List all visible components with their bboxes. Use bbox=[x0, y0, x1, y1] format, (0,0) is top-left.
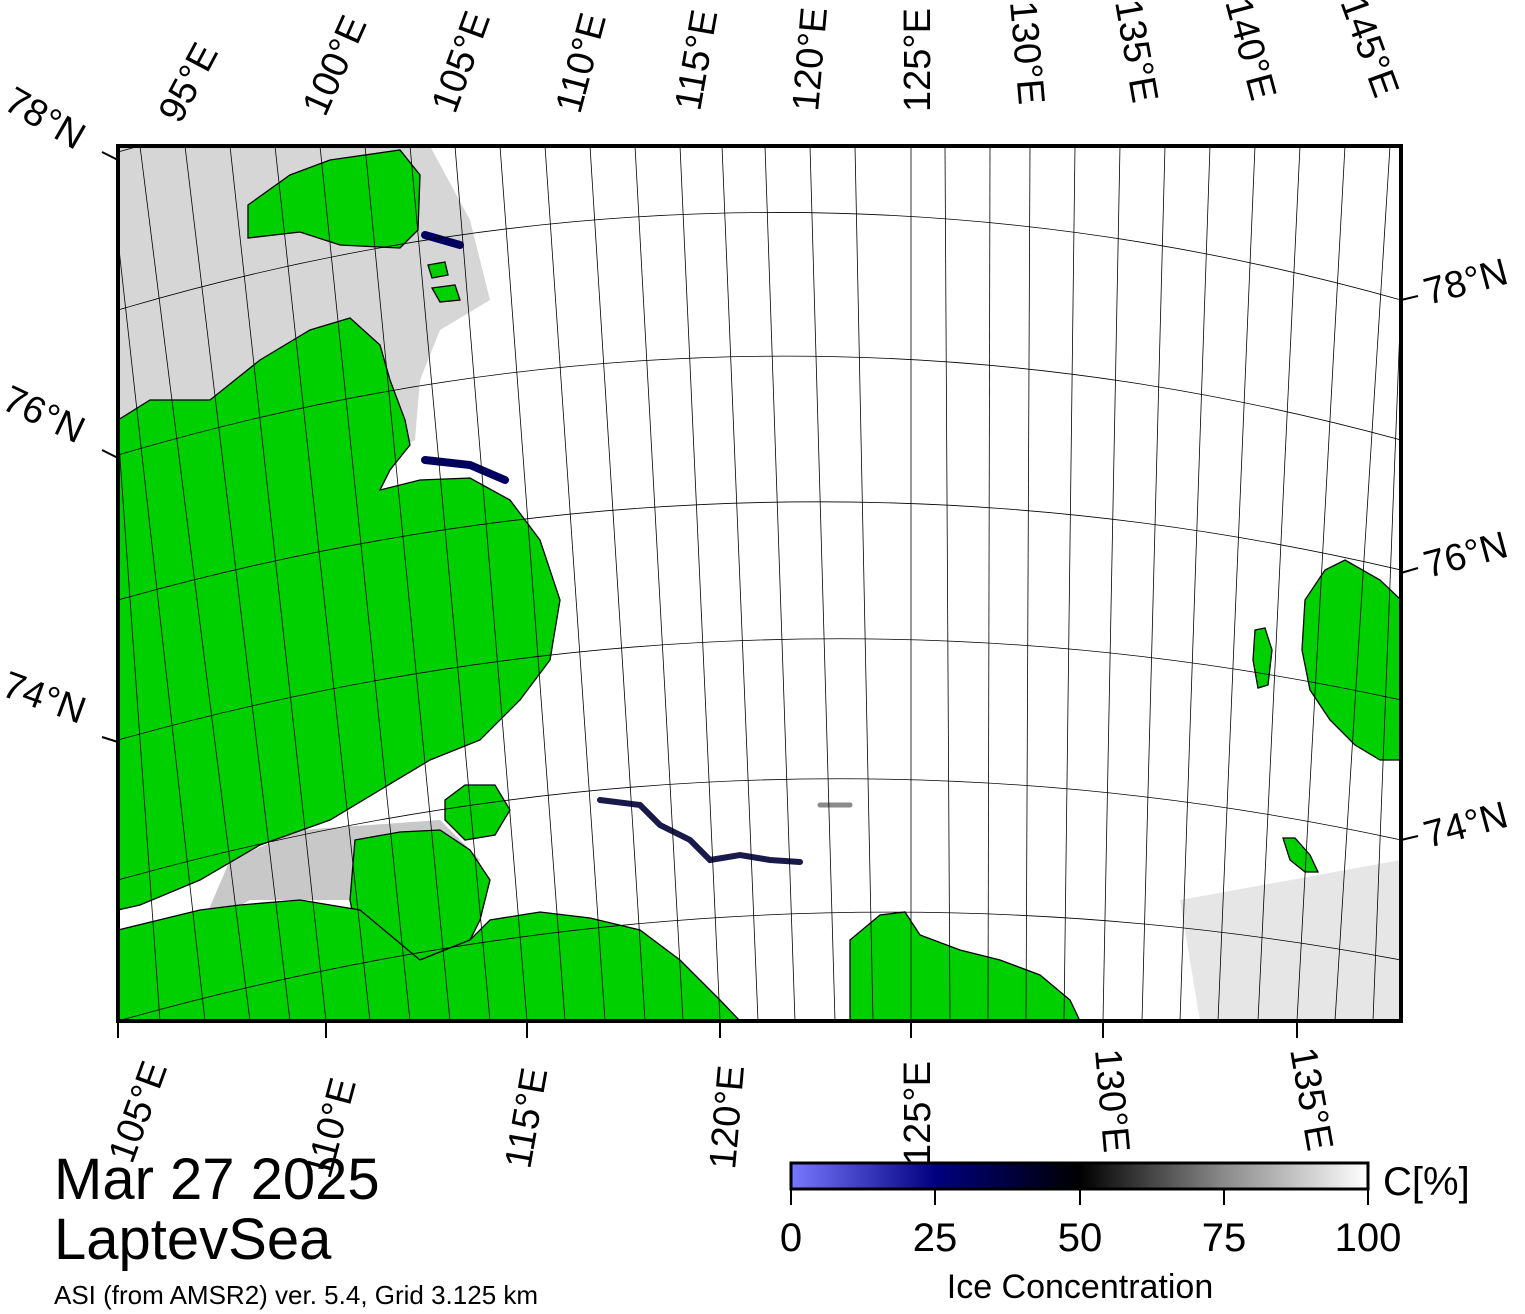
bottom-lon-label: 115°E bbox=[498, 1065, 557, 1172]
right-latitude-labels: 78°N 76°N 74°N bbox=[1419, 251, 1512, 857]
left-latitude-labels: 78°N 76°N 74°N bbox=[0, 79, 92, 732]
top-lon-label: 110°E bbox=[548, 9, 615, 118]
colorbar-tick: 50 bbox=[1058, 1216, 1103, 1260]
kotelny-island bbox=[1301, 559, 1401, 761]
bolshoy-begichev-island bbox=[444, 784, 511, 841]
stolbovoy-island bbox=[1282, 837, 1320, 873]
top-lon-label: 140°E bbox=[1216, 0, 1283, 105]
bottom-lon-label: 135°E bbox=[1281, 1044, 1340, 1154]
low-concentration-leads bbox=[421, 231, 853, 865]
bottom-lon-label: 130°E bbox=[1086, 1047, 1137, 1154]
left-lat-label: 76°N bbox=[0, 378, 91, 452]
right-lat-label: 76°N bbox=[1419, 524, 1512, 587]
land-masses bbox=[118, 149, 1401, 1021]
lena-delta bbox=[849, 911, 1081, 1021]
top-lon-label: 125°E bbox=[897, 8, 939, 112]
colorbar-tick: 25 bbox=[913, 1216, 958, 1260]
small-island-2 bbox=[430, 284, 461, 303]
colorbar-unit: C[%] bbox=[1383, 1160, 1470, 1204]
left-lat-label: 78°N bbox=[0, 79, 92, 158]
top-lon-label: 100°E bbox=[295, 10, 376, 122]
top-lon-label: 95°E bbox=[151, 36, 227, 129]
small-island-1 bbox=[427, 261, 449, 279]
colorbar-tick: 0 bbox=[780, 1216, 802, 1260]
colorbar-title: Ice Concentration bbox=[947, 1268, 1214, 1306]
colorbar-gradient bbox=[789, 1161, 1370, 1191]
top-lon-label: 130°E bbox=[1001, 0, 1052, 106]
colorbar-tick: 100 bbox=[1335, 1216, 1402, 1260]
bottom-lon-label: 120°E bbox=[702, 1064, 753, 1171]
south-coast bbox=[118, 899, 741, 1021]
graticule bbox=[118, 146, 1401, 1021]
taymyr-peninsula bbox=[118, 317, 561, 911]
top-lon-label: 105°E bbox=[424, 6, 499, 118]
top-lon-label: 115°E bbox=[668, 7, 727, 114]
top-lon-label: 135°E bbox=[1106, 0, 1165, 106]
colorbar-tick: 75 bbox=[1202, 1216, 1247, 1260]
bottom-lon-label: 125°E bbox=[897, 1061, 939, 1165]
map-frame bbox=[116, 144, 1403, 1023]
right-lat-label: 78°N bbox=[1419, 251, 1512, 314]
left-lat-label: 74°N bbox=[0, 664, 91, 733]
map-date: Mar 27 2025 bbox=[54, 1147, 380, 1212]
top-lon-label: 145°E bbox=[1332, 0, 1407, 103]
colorbar: 0 25 50 75 100 C[%] Ice Concentration bbox=[780, 1160, 1470, 1306]
map-region: LaptevSea bbox=[54, 1207, 332, 1272]
map-source: ASI (from AMSR2) ver. 5.4, Grid 3.125 km bbox=[54, 1280, 539, 1310]
map-area bbox=[118, 146, 1401, 1021]
top-lon-label: 120°E bbox=[785, 6, 836, 113]
right-lat-label: 74°N bbox=[1419, 794, 1512, 857]
top-longitude-labels: 95°E 100°E 105°E 110°E 115°E 120°E 125°E… bbox=[151, 0, 1407, 129]
tick-marks bbox=[101, 151, 1419, 1038]
